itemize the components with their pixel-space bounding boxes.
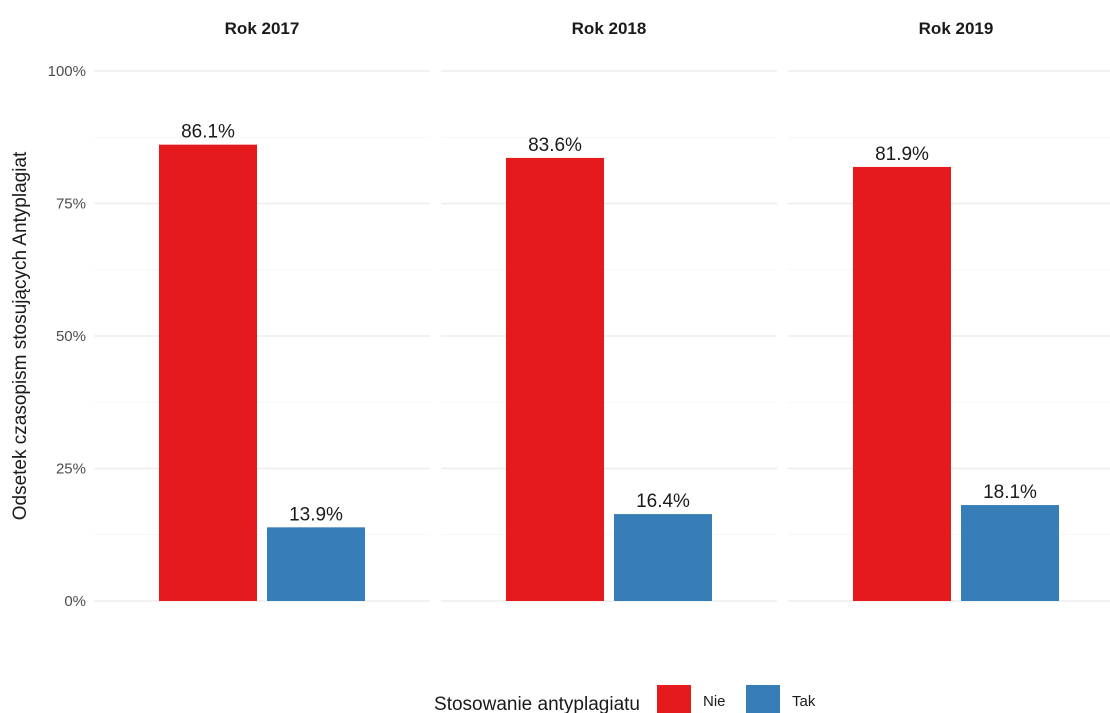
y-tick-label: 75% <box>56 196 86 213</box>
bar-nie <box>159 145 257 601</box>
bar-tak <box>961 505 1059 601</box>
legend: Stosowanie antyplagiatu Nie Tak <box>434 685 816 713</box>
bar-value-label: 13.9% <box>289 504 343 525</box>
legend-title: Stosowanie antyplagiatu <box>434 694 640 713</box>
facet-title: Rok 2019 <box>919 19 994 38</box>
bar-value-label: 86.1% <box>181 122 235 143</box>
bar-value-label: 18.1% <box>983 482 1037 503</box>
legend-key-nie <box>657 685 691 713</box>
facet-titles: Rok 2017 Rok 2018 Rok 2019 <box>225 19 994 38</box>
facet-title: Rok 2018 <box>572 19 647 38</box>
bar-tak <box>614 514 712 601</box>
legend-key-tak <box>746 685 780 713</box>
y-tick-label: 50% <box>56 328 86 345</box>
bar-value-label: 16.4% <box>636 491 690 512</box>
legend-label: Tak <box>792 693 816 710</box>
bar-value-label: 83.6% <box>528 135 582 156</box>
bar-tak <box>267 527 365 601</box>
y-axis-title: Odsetek czasopism stosujących Antyplagia… <box>10 151 31 520</box>
y-tick-label: 25% <box>56 461 86 478</box>
bar-value-label: 81.9% <box>875 144 929 165</box>
facet-title: Rok 2017 <box>225 19 300 38</box>
bars <box>159 145 1059 601</box>
y-axis: 0% 25% 50% 75% 100% <box>48 63 86 610</box>
y-tick-label: 100% <box>48 63 86 80</box>
bar-nie <box>506 158 604 601</box>
bar-nie <box>853 167 951 601</box>
legend-label: Nie <box>703 693 726 710</box>
y-tick-label: 0% <box>64 593 86 610</box>
